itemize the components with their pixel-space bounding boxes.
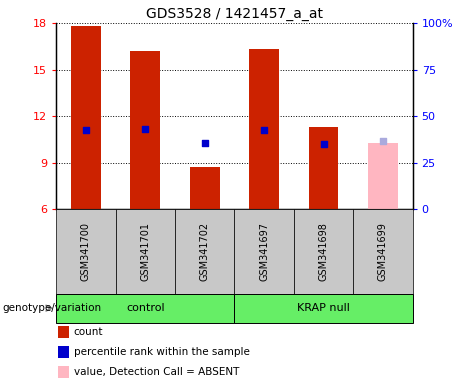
Point [82, 127, 89, 133]
Point [320, 141, 327, 147]
Text: genotype/variation: genotype/variation [2, 303, 101, 313]
Bar [309, 127, 338, 209]
Point [260, 127, 268, 133]
Title: GDS3528 / 1421457_a_at: GDS3528 / 1421457_a_at [146, 7, 323, 21]
Text: GSM341701: GSM341701 [140, 222, 150, 281]
Text: GSM341700: GSM341700 [81, 222, 91, 281]
Text: GSM341697: GSM341697 [259, 222, 269, 281]
Text: percentile rank within the sample: percentile rank within the sample [74, 347, 250, 357]
Bar [190, 167, 219, 209]
Bar [368, 142, 398, 209]
Text: GSM341702: GSM341702 [200, 222, 210, 281]
Point [142, 126, 149, 132]
Point [201, 139, 208, 146]
Text: GSM341699: GSM341699 [378, 222, 388, 281]
Text: value, Detection Call = ABSENT: value, Detection Call = ABSENT [74, 367, 239, 377]
Point [379, 138, 387, 144]
Text: control: control [126, 303, 165, 313]
Bar [249, 50, 279, 209]
Bar [130, 51, 160, 209]
Bar [71, 26, 101, 209]
Text: KRAP null: KRAP null [297, 303, 350, 313]
Text: count: count [74, 327, 103, 337]
Text: GSM341698: GSM341698 [319, 222, 329, 281]
